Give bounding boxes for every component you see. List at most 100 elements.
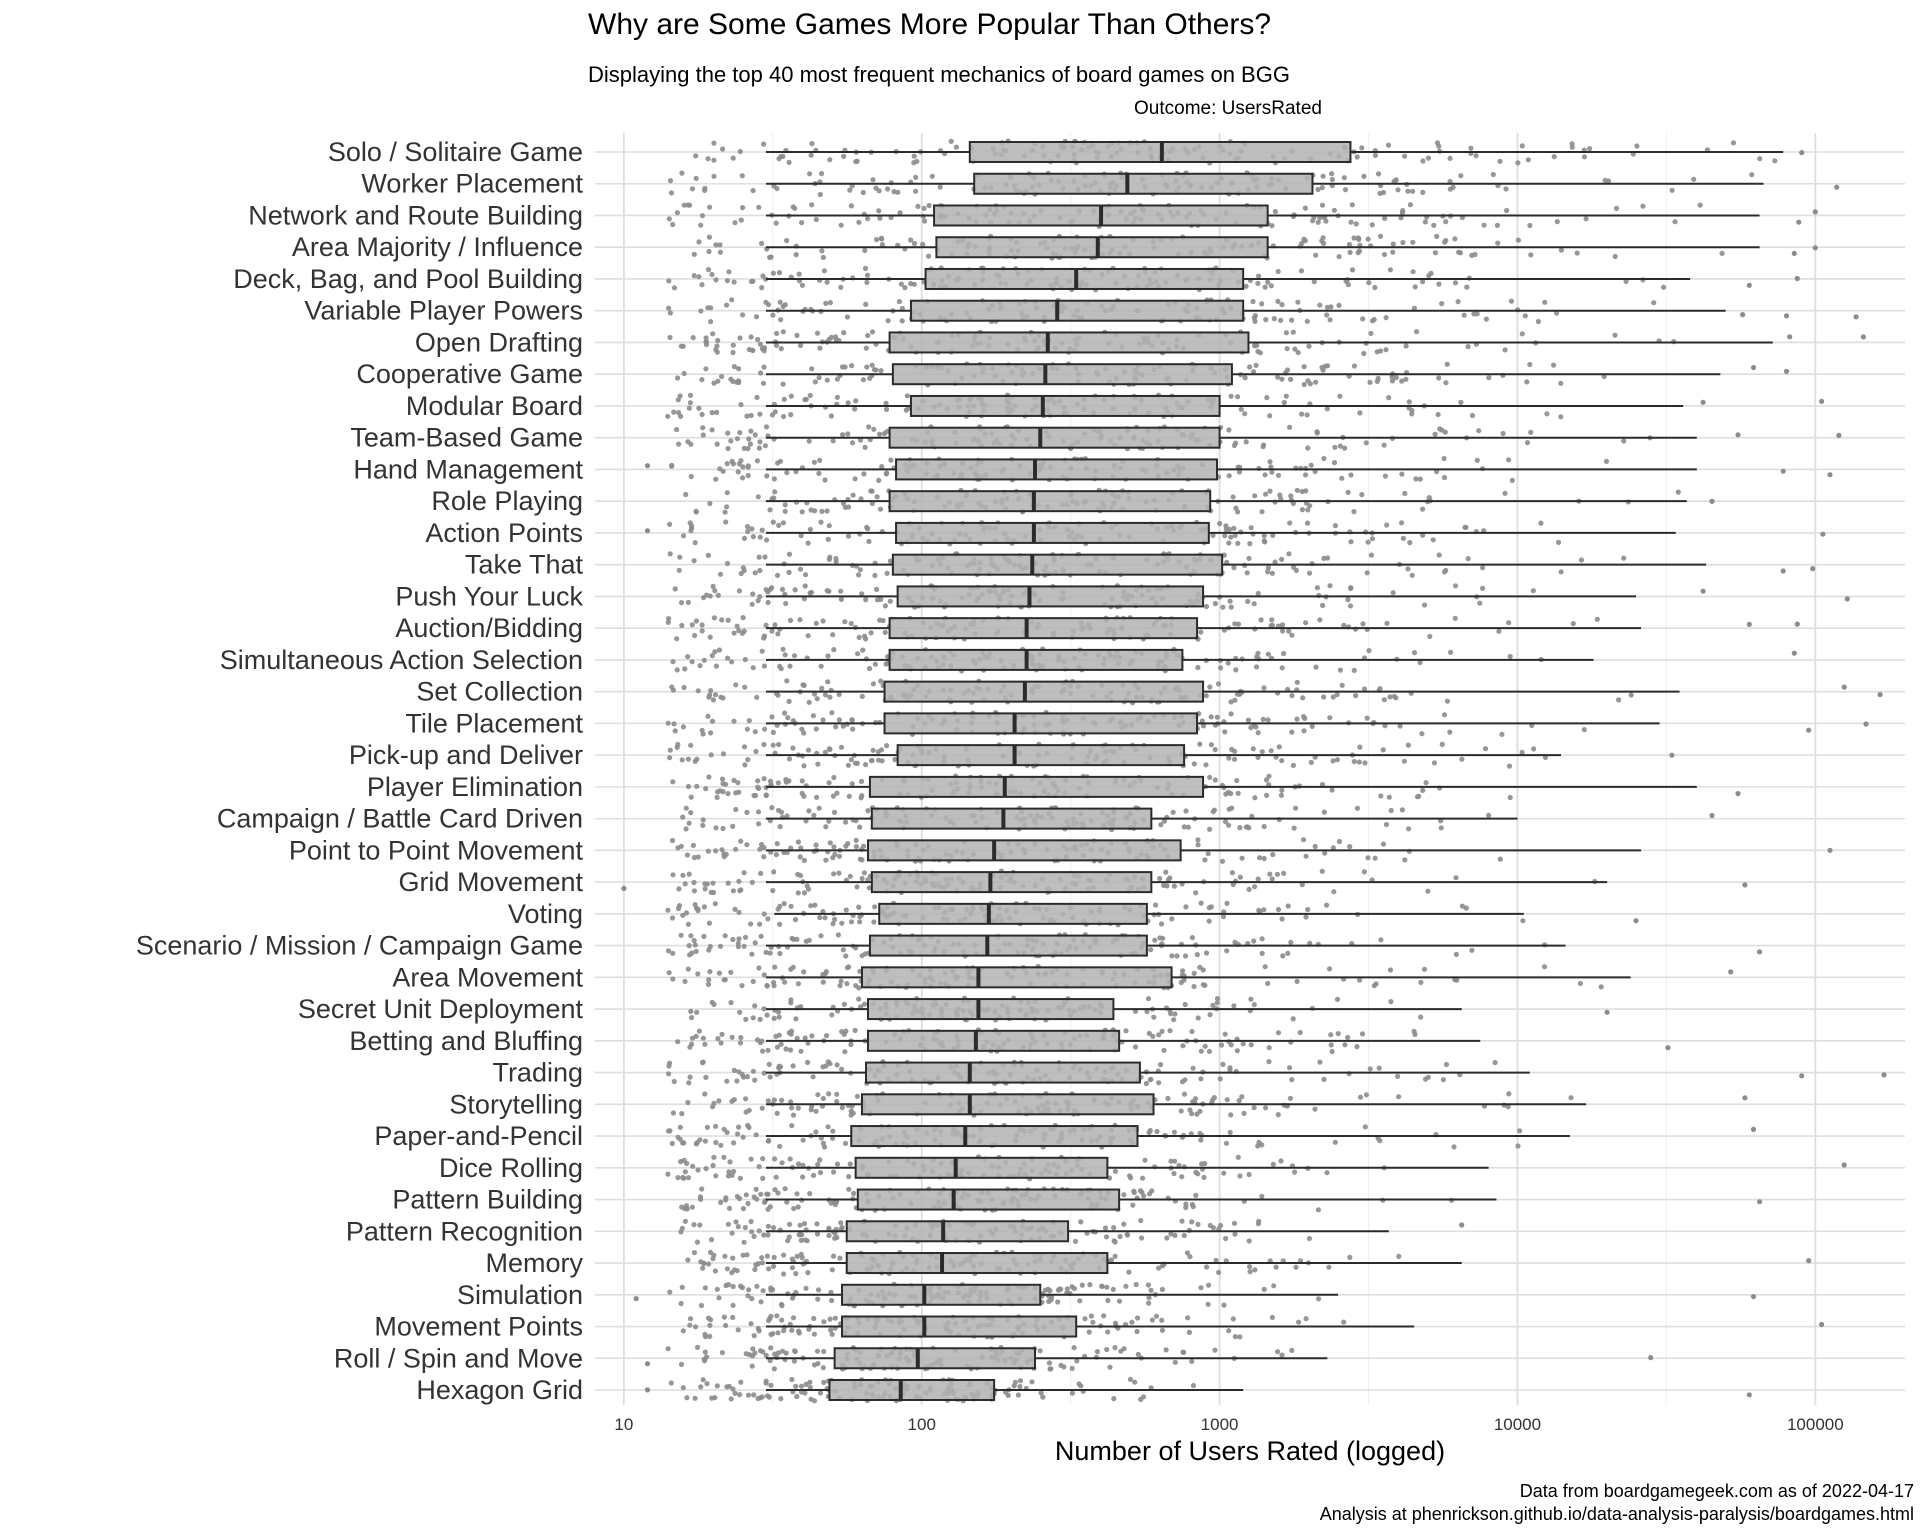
data-point: [842, 504, 849, 510]
data-point: [745, 472, 751, 479]
data-point: [1558, 569, 1564, 575]
data-point: [1327, 715, 1333, 721]
data-point: [852, 1027, 858, 1033]
data-point: [838, 596, 845, 603]
data-point: [765, 1098, 771, 1104]
data-point: [1628, 692, 1634, 698]
data-point: [1612, 253, 1618, 260]
data-point: [1353, 693, 1359, 699]
data-point: [1226, 822, 1232, 828]
data-point: [1252, 493, 1258, 499]
data-point: [688, 794, 694, 800]
data-point: [1502, 347, 1508, 353]
data-point: [849, 717, 855, 723]
data-point: [733, 682, 739, 688]
data-point: [724, 278, 731, 284]
data-point: [1568, 1095, 1574, 1101]
data-point: [666, 1071, 672, 1077]
data-point: [1183, 808, 1189, 814]
data-point: [1361, 173, 1367, 179]
data-point: [902, 285, 908, 291]
data-point: [1481, 222, 1487, 228]
data-point: [911, 160, 917, 166]
data-point: [809, 366, 815, 372]
data-point: [1391, 693, 1397, 699]
data-point: [1248, 996, 1254, 1002]
data-point: [1211, 807, 1217, 813]
data-point: [1251, 938, 1257, 944]
data-point: [1398, 215, 1404, 221]
data-point: [1236, 469, 1243, 475]
data-point: [800, 1137, 806, 1143]
data-point: [788, 1099, 794, 1105]
data-point: [1195, 664, 1201, 671]
data-point: [790, 718, 796, 724]
data-point: [878, 368, 884, 374]
data-point: [1364, 715, 1370, 721]
data-point: [680, 912, 686, 918]
data-point: [774, 330, 780, 336]
data-point: [730, 888, 737, 894]
outlier-point: [1834, 184, 1840, 190]
data-point: [760, 1175, 766, 1181]
data-point: [1527, 361, 1533, 368]
data-point: [700, 817, 706, 823]
data-point: [725, 791, 731, 797]
data-point: [1351, 235, 1357, 241]
data-point: [684, 852, 691, 858]
data-point: [742, 934, 749, 940]
data-point: [904, 393, 910, 399]
data-point: [1538, 520, 1544, 526]
data-point: [1275, 1112, 1281, 1118]
data-point: [699, 1060, 706, 1066]
data-point: [798, 845, 804, 851]
data-point: [788, 997, 794, 1003]
data-point: [698, 222, 704, 228]
data-point: [1263, 1105, 1269, 1111]
data-point: [1247, 364, 1253, 370]
data-point: [1320, 367, 1326, 373]
data-point: [887, 558, 894, 564]
data-point: [699, 282, 705, 288]
data-point: [1117, 1233, 1123, 1240]
data-point: [1443, 567, 1449, 574]
data-point: [1365, 236, 1371, 242]
data-point: [763, 587, 769, 593]
data-point: [665, 948, 672, 954]
data-point: [831, 871, 837, 877]
data-point: [1371, 316, 1377, 323]
data-point: [1439, 301, 1445, 307]
data-point: [862, 444, 868, 450]
data-point: [834, 1098, 840, 1105]
data-point: [1442, 239, 1448, 245]
data-point: [1190, 1065, 1196, 1071]
outlier-point: [1783, 368, 1790, 374]
data-point: [1494, 222, 1500, 228]
data-point: [1228, 534, 1234, 540]
data-point: [1382, 215, 1388, 221]
data-point: [1336, 254, 1342, 260]
data-point: [877, 215, 883, 221]
data-point: [1499, 731, 1505, 738]
data-point: [745, 757, 751, 763]
data-point: [713, 1173, 719, 1179]
data-point: [766, 1137, 772, 1143]
data-point: [1329, 787, 1335, 793]
data-point: [770, 270, 777, 276]
data-point: [1409, 572, 1415, 578]
data-point: [669, 837, 676, 844]
data-point: [1253, 362, 1259, 368]
data-point: [1180, 968, 1186, 974]
data-point: [735, 1224, 741, 1230]
data-point: [739, 173, 745, 179]
data-point: [1181, 824, 1187, 830]
data-point: [1171, 1129, 1177, 1135]
data-point: [1228, 1112, 1234, 1118]
data-point: [813, 620, 819, 627]
data-point: [767, 254, 773, 260]
data-point: [765, 1232, 771, 1238]
data-point: [740, 565, 747, 571]
data-point: [710, 697, 717, 703]
data-point: [730, 823, 736, 830]
data-point: [696, 239, 702, 245]
